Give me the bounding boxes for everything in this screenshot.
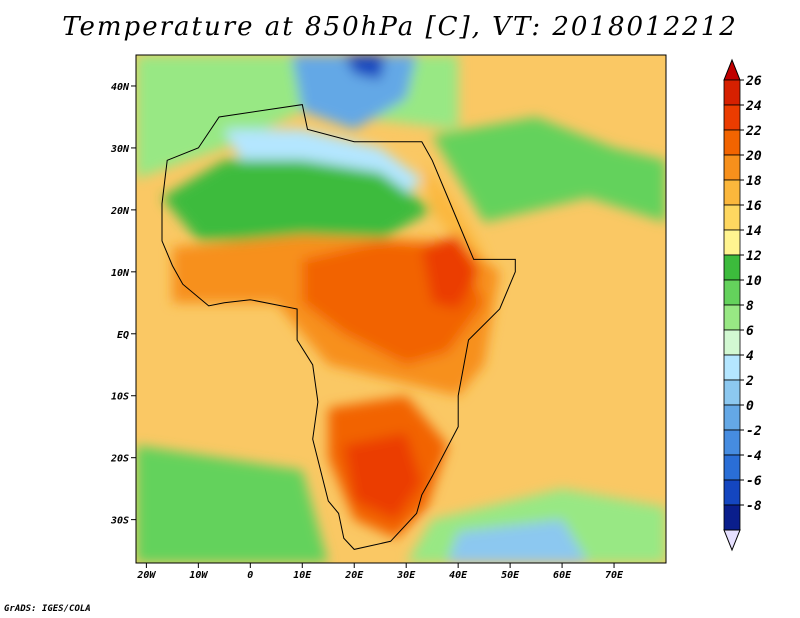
- colorbar-label: 8: [746, 299, 754, 314]
- colorbar-swatch: [723, 129, 741, 156]
- lat-tick-label: 10N: [111, 268, 130, 279]
- africa-coastline: [161, 104, 516, 550]
- lat-tick-label: 40N: [111, 82, 130, 93]
- colorbar-swatch: [723, 229, 741, 256]
- colorbar-label: -6: [746, 474, 762, 489]
- colorbar-label: 16: [746, 199, 762, 214]
- colorbar-under-arrow: [723, 529, 741, 552]
- lon-tick-label: 70E: [605, 570, 624, 581]
- colorbar-label: 12: [746, 249, 762, 264]
- lat-tick-label: 20S: [110, 454, 129, 465]
- colorbar-swatch: [723, 179, 741, 206]
- lon-tick-label: 50E: [501, 570, 520, 581]
- lon-tick-label: 20E: [344, 570, 364, 581]
- lat-tick-label: EQ: [117, 330, 129, 341]
- colorbar-label: 22: [745, 124, 762, 139]
- colorbar-swatch: [723, 79, 741, 106]
- region-balkans-coldest: [343, 55, 386, 80]
- lon-tick-label: 30E: [396, 570, 416, 581]
- colorbar-label: -8: [746, 499, 762, 514]
- region-arabia-green: [432, 117, 666, 223]
- colorbar-swatch: [723, 379, 741, 406]
- region-mediterranean-cold: [291, 55, 417, 130]
- colorbar-label: 24: [745, 99, 762, 114]
- colorbar-label: 10: [746, 274, 762, 289]
- region-sahara-green: [162, 160, 433, 241]
- colorbar-label: 2: [745, 374, 754, 389]
- colorbar-over-arrow: [723, 58, 741, 81]
- colorbar-label: 20: [745, 149, 762, 164]
- lat-tick-label: 20N: [110, 206, 130, 217]
- colorbar-swatch: [723, 329, 741, 356]
- map-frame: [135, 54, 667, 564]
- colorbar-label: 18: [746, 174, 762, 189]
- colorbar-swatch: [723, 279, 741, 306]
- colorbar-swatch: [723, 354, 741, 381]
- region-ethiopia-hottest: [421, 234, 479, 309]
- lat-tick-label: 10S: [111, 392, 129, 403]
- colorbar-swatch: [723, 304, 741, 331]
- region-south-ocean-green: [136, 445, 329, 563]
- colorbar-swatch: [723, 154, 741, 181]
- colorbar-swatch: [723, 104, 741, 131]
- temperature-field: [136, 55, 666, 563]
- grads-credit: GrADS: IGES/COLA: [4, 604, 91, 614]
- colorbar-swatch: [723, 454, 741, 481]
- lat-tick-label: 30S: [110, 516, 129, 527]
- lon-tick-label: 40E: [449, 570, 468, 581]
- lat-tick-label: 30N: [110, 144, 130, 155]
- colorbar-swatch: [723, 404, 741, 431]
- lon-tick-label: 60E: [553, 570, 572, 581]
- colorbar-swatch: [723, 429, 741, 456]
- region-south-indian-blue: [447, 519, 589, 563]
- region-kalahari-hottest: [343, 432, 422, 520]
- map-title: Temperature at 850hPa [C], VT: 201801221…: [62, 12, 738, 42]
- lon-tick-label: 20W: [136, 570, 156, 581]
- colorbar-label: 6: [746, 324, 754, 339]
- colorbar-label: -4: [746, 449, 762, 464]
- colorbar-swatch: [723, 254, 741, 281]
- lon-tick-label: 10W: [189, 570, 208, 581]
- colorbar-swatch: [723, 204, 741, 231]
- colorbar-label: -2: [746, 424, 762, 439]
- colorbar-label: 0: [746, 399, 754, 414]
- lon-tick-label: 10E: [293, 570, 312, 581]
- colorbar-label: 4: [746, 349, 754, 364]
- lon-tick-label: 0: [247, 570, 253, 581]
- colorbar-label: 26: [745, 74, 762, 89]
- colorbar-swatch: [723, 504, 741, 531]
- colorbar-label: 14: [746, 224, 762, 239]
- colorbar-swatch: [723, 479, 741, 506]
